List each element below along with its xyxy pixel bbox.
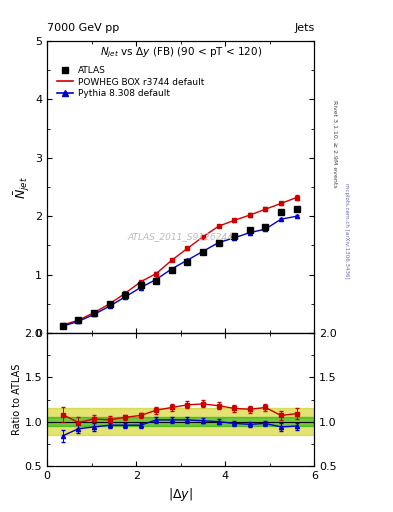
X-axis label: $|\Delta y|$: $|\Delta y|$: [168, 486, 193, 503]
Text: $N_{jet}$ vs $\Delta y$ (FB) (90 < pT < 120): $N_{jet}$ vs $\Delta y$ (FB) (90 < pT < …: [100, 46, 262, 60]
Text: mcplots.cern.ch [arXiv:1306.3436]: mcplots.cern.ch [arXiv:1306.3436]: [344, 183, 349, 278]
Text: Jets: Jets: [294, 23, 314, 33]
Y-axis label: Ratio to ATLAS: Ratio to ATLAS: [12, 364, 22, 435]
Text: 7000 GeV pp: 7000 GeV pp: [47, 23, 119, 33]
Text: ATLAS_2011_S9126244: ATLAS_2011_S9126244: [128, 232, 234, 241]
Y-axis label: $\bar{N}_{jet}$: $\bar{N}_{jet}$: [13, 176, 32, 199]
Text: Rivet 3.1.10, ≥ 2.9M events: Rivet 3.1.10, ≥ 2.9M events: [332, 99, 337, 187]
Legend: ATLAS, POWHEG BOX r3744 default, Pythia 8.308 default: ATLAS, POWHEG BOX r3744 default, Pythia …: [57, 66, 204, 98]
